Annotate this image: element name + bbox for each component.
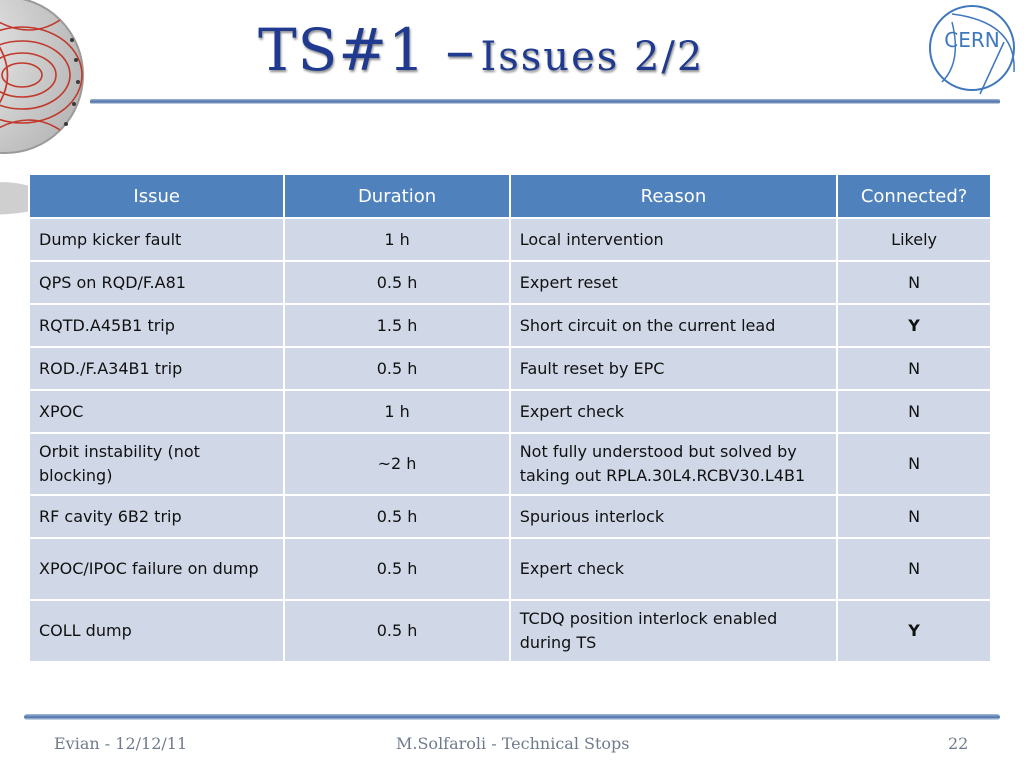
reason-cell: Short circuit on the current lead [508, 303, 839, 348]
table-row: Orbit instability (not blocking) ~2 h No… [27, 432, 992, 496]
issue-cell: XPOC [27, 389, 286, 434]
connected-cell: N [836, 432, 992, 496]
connected-cell: N [836, 494, 992, 539]
table-row: Dump kicker fault 1 h Local intervention… [27, 217, 992, 262]
duration-cell: 0.5 h [283, 260, 511, 305]
duration-cell: 0.5 h [283, 494, 511, 539]
duration-cell: 1 h [283, 389, 511, 434]
duration-cell: 1.5 h [283, 303, 511, 348]
page-number: 22 [948, 734, 969, 753]
issue-cell: COLL dump [27, 599, 286, 663]
connected-cell: N [836, 537, 992, 601]
table-row: XPOC 1 h Expert check N [27, 389, 992, 434]
connected-cell: Likely [836, 217, 992, 262]
issue-cell: XPOC/IPOC failure on dump [27, 537, 286, 601]
connected-cell: N [836, 346, 992, 391]
table-header-row: Issue Duration Reason Connected? [27, 173, 992, 219]
table-row: XPOC/IPOC failure on dump 0.5 h Expert c… [27, 537, 992, 601]
header-reason: Reason [508, 173, 839, 219]
reason-cell: Expert check [508, 389, 839, 434]
table-row: RQTD.A45B1 trip 1.5 h Short circuit on t… [27, 303, 992, 348]
duration-cell: 0.5 h [283, 599, 511, 663]
footer-date: Evian - 12/12/11 [54, 734, 188, 753]
header-connected: Connected? [836, 173, 992, 219]
duration-cell: 0.5 h [283, 346, 511, 391]
issue-cell: RQTD.A45B1 trip [27, 303, 286, 348]
slide-title: TS#1 – Issues 2/2 [258, 16, 704, 84]
header-duration: Duration [283, 173, 511, 219]
table-row: RF cavity 6B2 trip 0.5 h Spurious interl… [27, 494, 992, 539]
connected-cell: Y [836, 599, 992, 663]
footer-author: M.Solfaroli - Technical Stops [396, 734, 630, 753]
issue-cell: Orbit instability (not blocking) [27, 432, 286, 496]
duration-cell: 0.5 h [283, 537, 511, 601]
reason-cell: Not fully understood but solved by takin… [508, 432, 839, 496]
lhc-field-logo-icon [0, 0, 84, 215]
reason-cell: Local intervention [508, 217, 839, 262]
reason-cell: Spurious interlock [508, 494, 839, 539]
cern-logo-icon: CERN [929, 5, 1015, 95]
reason-cell: Expert check [508, 537, 839, 601]
connected-cell: Y [836, 303, 992, 348]
connected-cell: N [836, 389, 992, 434]
connected-cell: N [836, 260, 992, 305]
issue-cell: Dump kicker fault [27, 217, 286, 262]
footer-divider [24, 714, 1000, 720]
table-row: QPS on RQD/F.A81 0.5 h Expert reset N [27, 260, 992, 305]
duration-cell: 1 h [283, 217, 511, 262]
issues-table: Issue Duration Reason Connected? Dump ki… [27, 173, 992, 663]
cern-logo-text: CERN [944, 28, 999, 52]
issue-cell: ROD./F.A34B1 trip [27, 346, 286, 391]
issue-cell: QPS on RQD/F.A81 [27, 260, 286, 305]
issue-cell: RF cavity 6B2 trip [27, 494, 286, 539]
table-row: COLL dump 0.5 h TCDQ position interlock … [27, 599, 992, 663]
slide-title-sub: Issues 2/2 [480, 34, 705, 80]
slide-title-main: TS#1 – [258, 16, 476, 84]
reason-cell: Fault reset by EPC [508, 346, 839, 391]
duration-cell: ~2 h [283, 432, 511, 496]
title-divider [90, 99, 1000, 104]
table-row: ROD./F.A34B1 trip 0.5 h Fault reset by E… [27, 346, 992, 391]
header-issue: Issue [27, 173, 286, 219]
reason-cell: Expert reset [508, 260, 839, 305]
reason-cell: TCDQ position interlock enabled during T… [508, 599, 839, 663]
